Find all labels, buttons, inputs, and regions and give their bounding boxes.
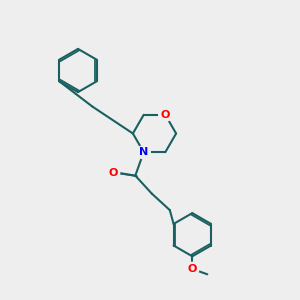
- Text: O: O: [160, 110, 170, 120]
- Circle shape: [186, 262, 199, 275]
- Text: N: N: [139, 147, 148, 157]
- Circle shape: [159, 108, 172, 122]
- Text: O: O: [188, 264, 197, 274]
- Circle shape: [106, 166, 120, 179]
- Circle shape: [137, 146, 150, 159]
- Text: O: O: [108, 168, 118, 178]
